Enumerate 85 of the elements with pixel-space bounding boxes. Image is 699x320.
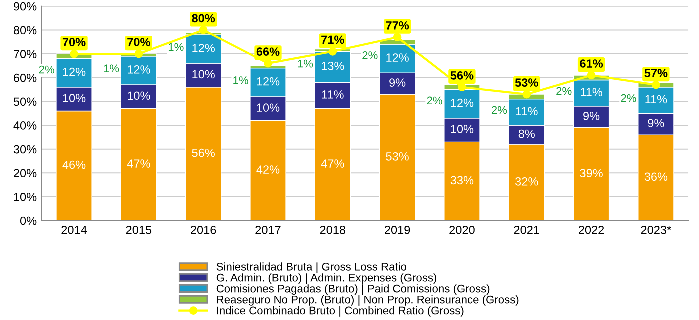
data-label: 11% <box>516 107 538 116</box>
data-label: 11% <box>646 95 668 104</box>
data-label: 11% <box>322 90 344 99</box>
data-label: 53% <box>515 78 538 88</box>
data-label: 36% <box>644 172 668 182</box>
data-label: 12% <box>451 98 474 108</box>
y-tick-label: 60% <box>14 74 37 82</box>
data-label: 12% <box>192 44 215 52</box>
x-tick-label: 2015 <box>126 226 152 234</box>
data-label: 13% <box>322 62 344 70</box>
data-label: 9% <box>584 112 600 120</box>
data-label: 46% <box>62 160 86 170</box>
data-label: 77% <box>386 21 410 30</box>
data-label: 32% <box>516 177 538 186</box>
y-tick-label: 0% <box>20 216 37 226</box>
point <box>264 59 272 68</box>
data-label: 10% <box>63 94 86 102</box>
data-label: 33% <box>450 176 474 185</box>
data-label: 10% <box>451 125 474 134</box>
data-label: 53% <box>386 152 409 161</box>
data-label: 2% <box>621 94 636 102</box>
data-label: 2% <box>427 96 442 105</box>
legend-label: Comisiones Pagadas (Bruto) | Paid Comissions (Gross) <box>216 284 490 295</box>
data-label: 12% <box>63 68 86 76</box>
point <box>458 83 466 92</box>
data-label: 8% <box>518 130 535 138</box>
data-label: 1% <box>234 76 248 84</box>
y-tick-label: 80% <box>14 26 37 35</box>
y-tick-label: 50% <box>14 98 37 106</box>
data-label: 71% <box>322 36 344 44</box>
point <box>328 47 338 56</box>
data-label: 80% <box>192 14 216 23</box>
y-tick-label: 90% <box>14 2 37 11</box>
data-label: 11% <box>581 88 602 96</box>
y-tick-label: 30% <box>14 145 37 154</box>
legend-label: Reaseguro No Prop. (Bruto) | Non Prop. Reinsurance (Gross) <box>217 296 519 306</box>
point <box>199 26 208 34</box>
data-label: 70% <box>128 38 150 46</box>
data-label: 66% <box>256 48 280 56</box>
point <box>393 33 402 42</box>
point <box>652 80 660 90</box>
data-label: 2% <box>492 106 508 114</box>
data-label: 1% <box>298 60 314 68</box>
data-label: 12% <box>257 77 280 86</box>
data-label: 1% <box>104 64 120 72</box>
y-tick-label: 20% <box>14 169 37 178</box>
x-tick-label: 2022 <box>578 226 604 234</box>
x-tick-label: 2020 <box>450 226 475 234</box>
legend-label: Indice Combinado Bruto | Combined Ratio (Gross) <box>217 306 464 317</box>
data-label: 2% <box>362 52 378 60</box>
data-label: 56% <box>450 71 474 80</box>
data-label: 1% <box>168 43 184 52</box>
data-label: 39% <box>580 169 603 178</box>
data-label: 70% <box>62 38 86 46</box>
legend-label: G. Admin. (Bruto) | Admin. Expenses (Gross) <box>216 274 437 284</box>
data-label: 2% <box>556 87 572 96</box>
data-label: 61% <box>580 60 604 68</box>
point <box>587 71 596 80</box>
data-label: 56% <box>192 148 215 158</box>
x-tick-label: 2023* <box>641 226 672 234</box>
data-label: 47% <box>127 160 150 168</box>
data-label: 2% <box>39 66 54 74</box>
data-label: 9% <box>390 78 406 87</box>
point <box>70 50 78 58</box>
data-label: 10% <box>192 70 215 79</box>
data-label: 42% <box>256 166 280 174</box>
data-label: 12% <box>386 54 409 62</box>
x-tick-label: 2019 <box>385 226 410 234</box>
x-tick-label: 2021 <box>514 226 540 234</box>
data-label: 57% <box>644 69 668 78</box>
y-tick-label: 40% <box>14 122 37 130</box>
x-tick-label: 2014 <box>62 226 88 234</box>
data-label: 12% <box>128 66 150 74</box>
x-tick-label: 2018 <box>320 226 346 234</box>
point <box>134 50 144 58</box>
data-label: 10% <box>128 92 150 100</box>
data-label: 10% <box>257 104 280 112</box>
x-tick-label: 2017 <box>256 226 281 234</box>
legend-label: Siniestralidad Bruta | Gross Loss Ratio <box>216 262 406 274</box>
x-tick-label: 2016 <box>191 226 216 234</box>
y-tick-label: 10% <box>14 193 37 202</box>
point <box>522 90 532 99</box>
data-label: 47% <box>321 160 344 168</box>
y-tick-label: 70% <box>14 50 37 58</box>
data-label: 9% <box>648 119 664 128</box>
